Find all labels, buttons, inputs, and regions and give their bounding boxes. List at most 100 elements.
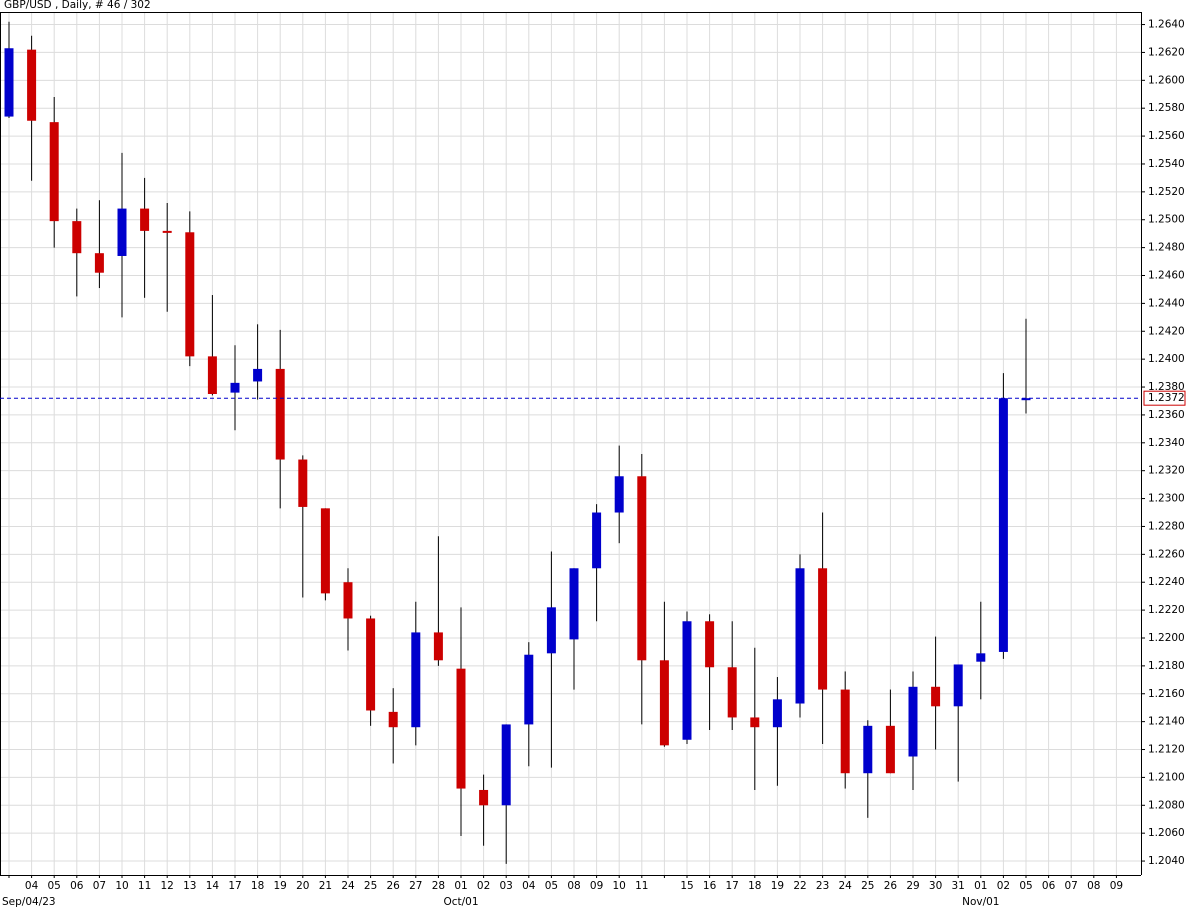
x-tick-label: 12: [161, 880, 174, 892]
x-tick-label: 26: [387, 880, 401, 892]
x-tick-label: 31: [952, 880, 965, 892]
candle-body: [795, 568, 805, 704]
candle-body: [388, 711, 398, 728]
candle-body: [659, 660, 669, 746]
y-tick-label: 1.2400: [1148, 353, 1185, 365]
y-tick-label: 1.2640: [1148, 19, 1185, 31]
x-tick-label: 29: [906, 880, 919, 892]
candle-body: [320, 508, 330, 594]
x-tick-label: 27: [409, 880, 422, 892]
candle-body: [885, 725, 895, 774]
x-tick-label: 01: [974, 880, 987, 892]
candle-body: [569, 568, 579, 640]
y-tick-label: 1.2560: [1148, 130, 1185, 142]
x-tick-label: 26: [884, 880, 898, 892]
x-tick-label: 11: [138, 880, 151, 892]
chart-title: GBP/USD , Daily, # 46 / 302: [4, 0, 151, 11]
x-tick-label: 06: [70, 880, 84, 892]
x-tick-label: 08: [1087, 880, 1100, 892]
candle-body: [908, 686, 918, 757]
candle-body: [456, 668, 466, 789]
y-tick-label: 1.2500: [1148, 214, 1185, 226]
y-tick-label: 1.2540: [1148, 158, 1185, 170]
current-price-box: [1143, 390, 1186, 406]
y-tick-label: 1.2600: [1148, 74, 1185, 86]
x-tick-label: 19: [771, 880, 784, 892]
x-tick-label: 11: [635, 880, 648, 892]
y-tick-label: 1.2420: [1148, 325, 1185, 337]
candle-body: [614, 476, 624, 513]
x-tick-label: 14: [206, 880, 220, 892]
y-tick-label: 1.2440: [1148, 297, 1185, 309]
y-tick-label: 1.2140: [1148, 716, 1185, 728]
y-tick-label: 1.2580: [1148, 102, 1185, 114]
y-tick-label: 1.2240: [1148, 576, 1185, 588]
candle-body: [230, 382, 240, 393]
candle-body: [976, 653, 986, 662]
candle-body: [931, 686, 941, 707]
y-tick-label: 1.2380: [1148, 381, 1185, 393]
y-tick-label: 1.2060: [1148, 827, 1185, 839]
x-tick-label: 07: [93, 880, 106, 892]
x-tick-label: 08: [567, 880, 580, 892]
candle-body: [253, 368, 263, 382]
x-tick-label: 25: [364, 880, 377, 892]
candle-body: [772, 699, 782, 728]
y-tick-label: 1.2280: [1148, 520, 1185, 532]
x-tick-label: 10: [613, 880, 626, 892]
y-tick-label: 1.2300: [1148, 493, 1185, 505]
x-tick-label: 18: [748, 880, 761, 892]
y-tick-label: 1.2520: [1148, 186, 1185, 198]
x-tick-label: 10: [115, 880, 128, 892]
y-tick-label: 1.2260: [1148, 548, 1185, 560]
period-label: Sep/04/23: [2, 896, 56, 908]
x-tick-label: 06: [1042, 880, 1056, 892]
x-tick-label: 16: [703, 880, 717, 892]
candle-body: [4, 48, 14, 117]
candle-body: [818, 568, 828, 690]
candle-body: [998, 398, 1008, 652]
x-tick-label: 09: [1110, 880, 1123, 892]
x-tick-label: 24: [341, 880, 355, 892]
candle-body: [546, 607, 556, 654]
x-tick-label: 05: [1019, 880, 1032, 892]
y-tick-label: 1.2040: [1148, 855, 1185, 867]
x-tick-label: 25: [861, 880, 874, 892]
candle-body: [1021, 398, 1031, 401]
candle-body: [162, 230, 172, 233]
x-tick-label: 07: [1065, 880, 1078, 892]
x-tick-label: 04: [25, 880, 39, 892]
current-price-label: 1.2372: [1148, 392, 1185, 404]
candle-body: [94, 253, 104, 273]
y-tick-label: 1.2160: [1148, 688, 1185, 700]
x-tick-label: 23: [816, 880, 829, 892]
candle-body: [366, 618, 376, 711]
x-tick-label: 13: [183, 880, 196, 892]
x-tick-label: 17: [726, 880, 739, 892]
candle-body: [479, 789, 489, 806]
x-tick-label: 05: [48, 880, 61, 892]
candle-body: [117, 208, 127, 256]
x-tick-label: 24: [839, 880, 853, 892]
y-tick-label: 1.2220: [1148, 604, 1185, 616]
candle-body: [27, 49, 37, 121]
candle-body: [524, 654, 534, 725]
x-tick-label: 01: [454, 880, 467, 892]
x-tick-label: 05: [545, 880, 558, 892]
candle-body: [275, 368, 285, 460]
y-tick-label: 1.2480: [1148, 242, 1185, 254]
x-tick-label: 20: [296, 880, 309, 892]
x-tick-label: 17: [228, 880, 241, 892]
x-tick-label: 03: [500, 880, 513, 892]
candle-body: [343, 582, 353, 619]
candle-body: [49, 122, 59, 222]
candle-body: [682, 621, 692, 740]
y-tick-label: 1.2120: [1148, 744, 1185, 756]
y-tick-label: 1.2080: [1148, 799, 1185, 811]
candle-body: [863, 725, 873, 774]
y-tick-label: 1.2320: [1148, 465, 1185, 477]
x-tick-label: 15: [680, 880, 693, 892]
